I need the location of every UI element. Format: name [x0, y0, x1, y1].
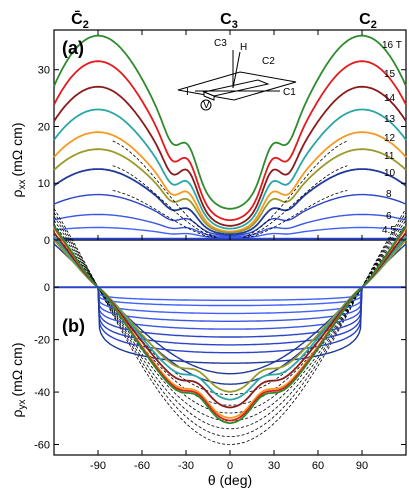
- inset-plane: [177, 71, 297, 101]
- field-label-4-5: 4.5: [382, 225, 396, 236]
- field-label-11: 11: [384, 151, 395, 162]
- a-y-tick-label: 30: [38, 65, 50, 77]
- inset-label-c2: C2: [262, 56, 275, 67]
- inset-h-arrow: [232, 51, 241, 89]
- field-label-12: 12: [384, 133, 396, 144]
- x-tick-label: 90: [356, 460, 368, 472]
- field-label-14: 14: [384, 93, 396, 104]
- inset-label-c3: C3: [214, 38, 227, 49]
- field-labels: 16 T 15 14 13 12 11 10 8 6 4.5: [382, 40, 402, 236]
- fit-line-b-4: [53, 224, 407, 414]
- field-label-15: 15: [384, 69, 396, 80]
- fit-line-b-2: [53, 216, 407, 430]
- x-tick-label: 0: [227, 460, 233, 472]
- panel-a-plot: [53, 34, 407, 241]
- series-line-b-13: [54, 286, 406, 322]
- fit-line-a-2: [112, 190, 348, 241]
- series-line-14: [53, 85, 407, 227]
- series-line-12: [53, 131, 407, 233]
- series-line-b-7: [53, 243, 407, 375]
- b-y-tick-label: -40: [34, 387, 50, 399]
- x-axis-label: θ (deg): [208, 472, 252, 488]
- panel-b-plot: [53, 208, 407, 445]
- x-tick-label: -60: [134, 460, 150, 472]
- series-line-b-5: [53, 239, 407, 393]
- b-y-tick-label: -20: [34, 335, 50, 347]
- b-y-tick-label: 0: [44, 282, 50, 294]
- x-tick-label: 30: [268, 460, 280, 472]
- panel-b-label: (b): [62, 316, 85, 336]
- field-label-8: 8: [386, 189, 392, 200]
- panel-a-ylabel: ρxx(mΩ cm): [9, 123, 28, 198]
- inset-label-c1: C1: [283, 87, 296, 98]
- series-line-b-16: [54, 286, 406, 301]
- sample-schematic-inset: C3 H C2 I C1 V: [177, 38, 297, 111]
- series-line-b-10: [54, 286, 406, 346]
- series-line-b-14: [54, 286, 406, 315]
- series-line-b-3: [53, 232, 407, 409]
- series-line-15: [53, 60, 407, 221]
- series-line-b-8: [54, 286, 406, 364]
- field-label-16: 16 T: [382, 40, 402, 51]
- inset-sample: [202, 79, 270, 97]
- series-line-b-0: [53, 225, 407, 425]
- series-line-b-11: [54, 286, 406, 338]
- top-label-c2bar: C̄2: [71, 9, 89, 31]
- top-label-c3: C3: [220, 11, 238, 31]
- series-line-10: [53, 168, 407, 236]
- x-tick-label: 60: [312, 460, 324, 472]
- panel-b-ylabel: ρyx(mΩ cm): [9, 343, 28, 418]
- series-line-b-4: [53, 235, 407, 401]
- a-y-tick-label: 20: [38, 121, 50, 133]
- series-line-16-T: [53, 34, 407, 210]
- fit-line-b-5: [53, 227, 407, 406]
- series-line-11: [53, 148, 407, 234]
- inset-label-i: I: [186, 87, 189, 98]
- inset-label-h: H: [240, 42, 247, 53]
- x-tick-label: -90: [90, 460, 106, 472]
- series-line-13: [53, 108, 407, 230]
- field-label-10: 10: [384, 168, 396, 179]
- fit-line-b-1: [53, 212, 407, 437]
- top-label-c2: C2: [359, 11, 377, 31]
- axis-ticks: -90 -60 -30 0 30 60 90 0 10 20 30 -60 -40 -20 0: [34, 30, 406, 472]
- a-y-tick-label: 0: [44, 235, 50, 247]
- inset-voltmeter: [200, 99, 212, 111]
- series-line-b-9: [54, 286, 406, 354]
- series-line-b-12: [54, 286, 406, 330]
- inset-label-v: V: [203, 100, 210, 111]
- field-label-6: 6: [386, 211, 392, 222]
- top-direction-labels: C̄2 C3 C2: [71, 9, 377, 31]
- b-y-tick-label: -60: [34, 440, 50, 452]
- fit-line-b-3: [53, 220, 407, 422]
- field-label-13: 13: [384, 114, 396, 125]
- panel-a-label: (a): [62, 38, 84, 58]
- fit-line-b-0: [53, 208, 407, 445]
- a-y-tick-label: 10: [38, 178, 50, 190]
- inset-sample-side: [203, 91, 215, 101]
- x-tick-label: -30: [178, 460, 194, 472]
